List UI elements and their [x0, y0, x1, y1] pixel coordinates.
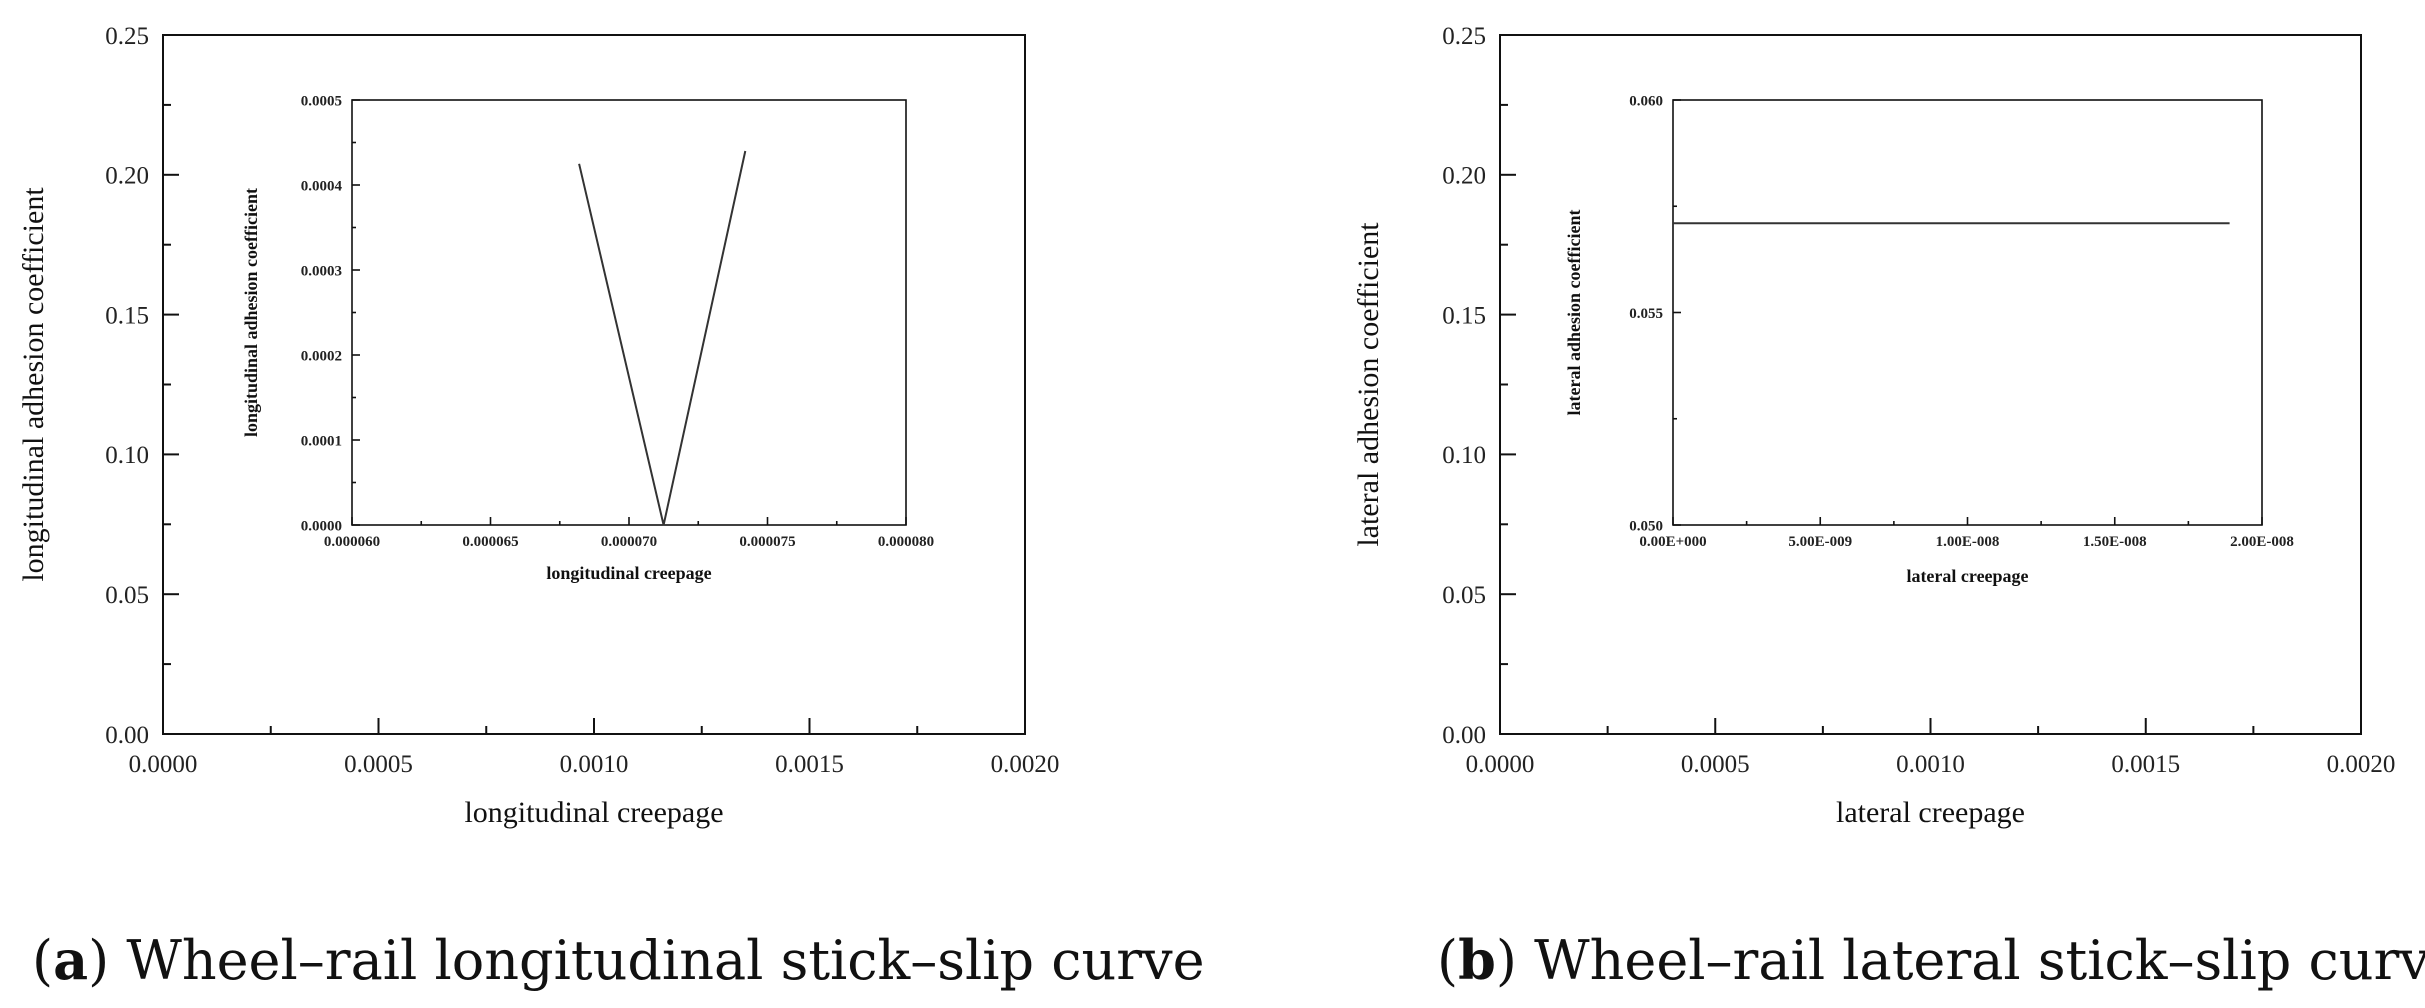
panel-b-plot-frame [1499, 34, 2362, 735]
panel-b-x-tick-label: 0.0000 [1466, 751, 1535, 778]
panel-a-inset-series-line [578, 150, 747, 526]
caption-b: (b) Wheel–rail lateral stick–slip curve [1437, 928, 2425, 994]
panel-b-inset-y-axis-label: lateral adhesion coefficient [1564, 210, 1584, 416]
panel-a-y-tick-label: 0.20 [105, 163, 149, 190]
panel-b-inset-x-tick-label: 5.00E-009 [1788, 534, 1852, 550]
panel-b-x-tick-label: 0.0020 [2327, 751, 2396, 778]
panel-a-inset-x-axis-label: longitudinal creepage [546, 563, 711, 583]
panel-a-inset-x-tick-label: 0.000075 [739, 534, 795, 550]
panel-b-y-tick-label: 0.00 [1442, 722, 1486, 749]
panel-b-inset: 0.00E+000 5.00E-009 1.00E-008 1.50E-008 2.00… [1564, 93, 2294, 586]
panel-a-x-tick-label: 0.0000 [129, 751, 198, 778]
panel-a-inset-y-tick-label: 0.0005 [301, 93, 342, 109]
panel-a-x-tick-label: 0.0020 [991, 751, 1060, 778]
panel-a-inset-y-tick-label: 0.0001 [301, 433, 342, 449]
panel-a-chart: 0.0000 0.0005 0.0010 0.0015 0.0020 0.00 0.05 0.… [17, 23, 1059, 829]
panel-a-inset-x-tick-label: 0.000065 [462, 534, 518, 550]
caption-b-text: Wheel–rail lateral stick–slip curve [1534, 929, 2425, 992]
panel-b-x-tick-label: 0.0010 [1896, 751, 1965, 778]
panel-b-y-tick-label: 0.20 [1442, 163, 1486, 190]
caption-a-text: Wheel–rail longitudinal stick–slip curve [126, 929, 1205, 992]
panel-b-y-tick-label: 0.05 [1442, 582, 1486, 609]
panel-b-inset-x-tick-label: 0.00E+000 [1639, 534, 1706, 550]
panel-b-y-axis-label: lateral adhesion coefficient [1352, 222, 1385, 547]
panel-a-inset-plot-frame [351, 99, 907, 526]
panel-a-inset-y-tick-label: 0.0000 [301, 518, 342, 534]
panel-b-inset-x-axis-label: lateral creepage [1906, 566, 2028, 586]
caption-a: (a) Wheel–rail longitudinal stick–slip c… [32, 928, 1205, 992]
panel-a-plot-frame [162, 34, 1026, 735]
panel-a-inset-x-tick-label: 0.000070 [601, 534, 657, 550]
panel-a-y-tick-label: 0.25 [105, 23, 149, 50]
panel-a-inset-y-tick-label: 0.0003 [301, 263, 342, 279]
panel-b-x-axis-label: lateral creepage [1836, 796, 2025, 829]
panel-a-y-axis-label: longitudinal adhesion coefficient [17, 187, 50, 582]
panel-a-y-tick-label: 0.05 [105, 582, 149, 609]
panel-a-inset-y-tick-label: 0.0002 [301, 348, 342, 364]
panel-b-y-tick-label: 0.25 [1442, 23, 1486, 50]
caption-b-letter: b [1458, 928, 1496, 992]
panel-a-y-tick-label: 0.00 [105, 722, 149, 749]
panel-b-x-tick-label: 0.0005 [1681, 751, 1750, 778]
panel-b-inset-y-tick-label: 0.050 [1629, 518, 1663, 534]
panel-b-x-tick-label: 0.0015 [2111, 751, 2180, 778]
panel-a-inset-y-tick-label: 0.0004 [301, 178, 343, 194]
panel-a-y-tick-label: 0.15 [105, 302, 149, 329]
panel-b-inset-x-tick-label: 1.50E-008 [2083, 534, 2147, 550]
panel-a-inset: 0.000060 0.000065 0.000070 0.000075 0.000080… [241, 93, 934, 583]
panel-b-inset-x-tick-label: 1.00E-008 [1936, 534, 2000, 550]
panel-b-y-tick-label: 0.10 [1442, 442, 1486, 469]
panel-b-inset-plot-frame [1672, 99, 2263, 526]
panel-b-chart: 0.0000 0.0005 0.0010 0.0015 0.0020 0.00 0.05 0.… [1352, 23, 2395, 829]
panel-a-inset-x-tick-label: 0.000080 [878, 534, 934, 550]
panel-b-inset-y-tick-label: 0.055 [1629, 306, 1663, 322]
panel-b-y-tick-label: 0.15 [1442, 302, 1486, 329]
panel-a-x-tick-label: 0.0010 [560, 751, 629, 778]
caption-a-letter: a [53, 928, 89, 992]
panel-a-inset-y-axis-label: longitudinal adhesion coefficient [241, 188, 261, 437]
panel-a-y-tick-label: 0.10 [105, 442, 149, 469]
panel-a-x-tick-label: 0.0015 [775, 751, 844, 778]
panel-a-x-axis-label: longitudinal creepage [464, 796, 723, 829]
panel-a-inset-x-tick-label: 0.000060 [324, 534, 380, 550]
panel-a-x-tick-label: 0.0005 [344, 751, 413, 778]
panel-b-inset-y-tick-label: 0.060 [1629, 93, 1663, 109]
panel-b-inset-x-tick-label: 2.00E-008 [2230, 534, 2294, 550]
